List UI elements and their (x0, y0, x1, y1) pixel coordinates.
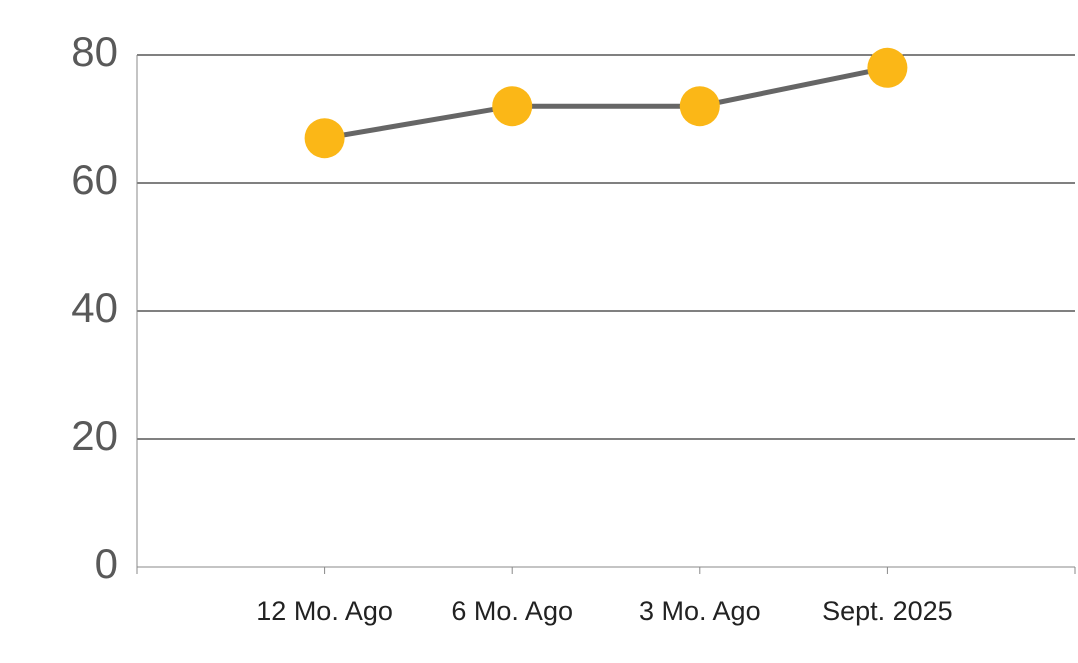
y-tick-label: 20 (71, 412, 118, 459)
marker (492, 86, 533, 127)
y-tick-label: 60 (71, 156, 118, 203)
x-tick-label: 6 Mo. Ago (451, 596, 573, 626)
x-tick-label: Sept. 2025 (822, 596, 953, 626)
marker (304, 118, 345, 159)
y-tick-label: 40 (71, 284, 118, 331)
y-tick-label: 80 (71, 28, 118, 75)
marker (679, 86, 720, 127)
x-tick-label: 3 Mo. Ago (639, 596, 761, 626)
marker (867, 47, 908, 88)
x-tick-label: 12 Mo. Ago (256, 596, 393, 626)
y-tick-label: 0 (95, 540, 118, 587)
line (324, 65, 888, 141)
